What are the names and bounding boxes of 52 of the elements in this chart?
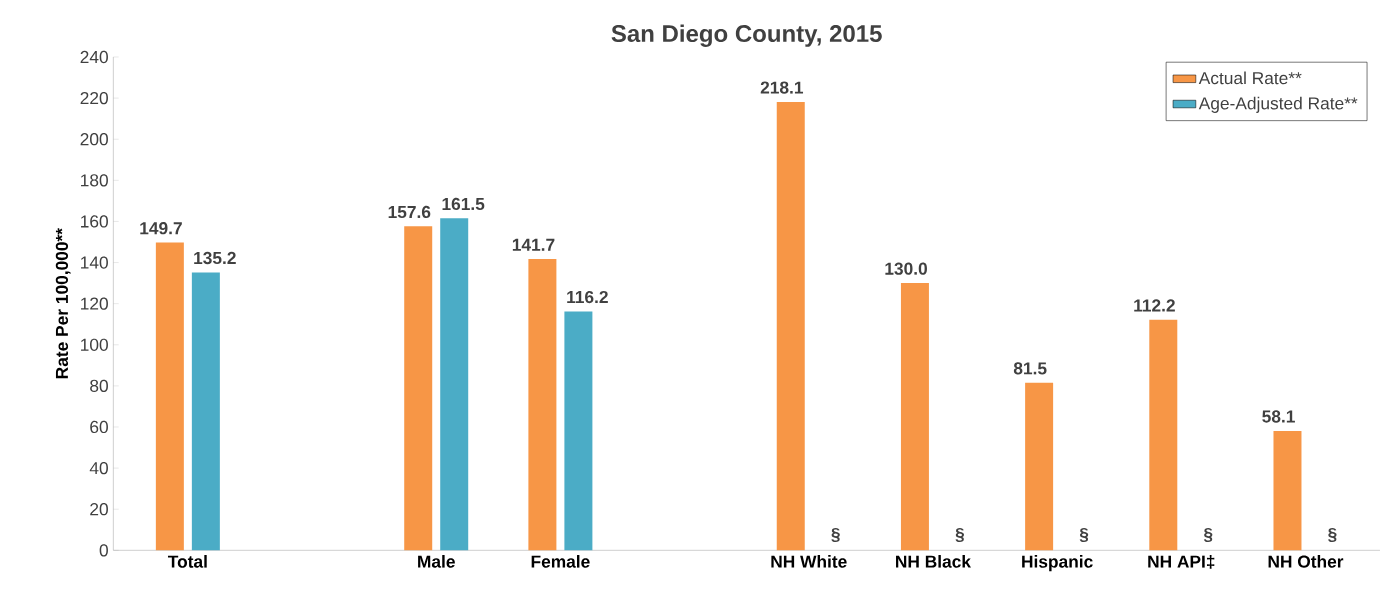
data-label: 81.5 xyxy=(1013,362,1047,375)
text: § xyxy=(1328,528,1337,543)
bar xyxy=(155,242,184,551)
y-tick-label: 40 xyxy=(89,461,108,475)
x-tick-label: NH White xyxy=(771,555,847,568)
data-label: 130.0 xyxy=(885,262,927,275)
y-tick-label: 220 xyxy=(80,91,108,105)
bar xyxy=(404,226,433,551)
y-tick-label: 200 xyxy=(80,133,108,146)
y-axis-title: Rate Per 100,000** xyxy=(55,228,71,379)
bar xyxy=(1025,382,1054,551)
y-tick-label: 120 xyxy=(81,297,108,310)
text: § xyxy=(955,528,964,543)
y-tick-label: 60 xyxy=(90,420,108,434)
y-tick-label: 0 xyxy=(99,544,108,557)
text: § xyxy=(1203,528,1213,543)
bar xyxy=(776,102,805,551)
data-label: 149.7 xyxy=(140,222,182,235)
y-tick-label: 140 xyxy=(81,256,108,269)
chart-title: San Diego County, 2015 xyxy=(611,24,882,47)
x-tick-label: NH Other xyxy=(1268,555,1344,568)
x-tick-label: Male xyxy=(418,555,455,568)
x-tick-label: NH API‡ xyxy=(1148,555,1215,569)
data-label: 218.1 xyxy=(760,81,804,94)
text: § xyxy=(1079,528,1089,543)
bar xyxy=(564,311,593,551)
data-label: 116.2 xyxy=(567,290,608,304)
data-label: 141.7 xyxy=(512,238,555,251)
y-tick-label: 80 xyxy=(90,379,108,393)
text: § xyxy=(831,528,840,543)
y-tick-label: 240 xyxy=(80,50,108,64)
data-label: 161.5 xyxy=(442,197,485,211)
legend-label: Actual Rate** xyxy=(1198,71,1302,85)
bar xyxy=(191,272,220,551)
legend-label: Age-Adjusted Rate** xyxy=(1198,96,1358,113)
bar xyxy=(900,283,929,551)
y-tick-label: 100 xyxy=(81,338,108,351)
y-tick-label: 180 xyxy=(81,174,108,187)
data-label: 58.1 xyxy=(1262,410,1295,423)
x-tick-label: NH Black xyxy=(896,555,971,568)
bar xyxy=(1273,430,1302,551)
data-label: 135.2 xyxy=(194,251,236,265)
data-label: 112.2 xyxy=(1134,299,1175,312)
bar xyxy=(440,218,469,551)
bar xyxy=(528,259,557,551)
y-tick-label: 20 xyxy=(90,503,108,516)
data-label: 157.6 xyxy=(388,205,431,219)
x-tick-label: Female xyxy=(531,555,590,568)
bar xyxy=(1149,319,1178,551)
x-tick-label: Hispanic xyxy=(1022,555,1093,572)
x-tick-label: Total xyxy=(167,555,207,568)
y-tick-label: 160 xyxy=(81,215,108,228)
